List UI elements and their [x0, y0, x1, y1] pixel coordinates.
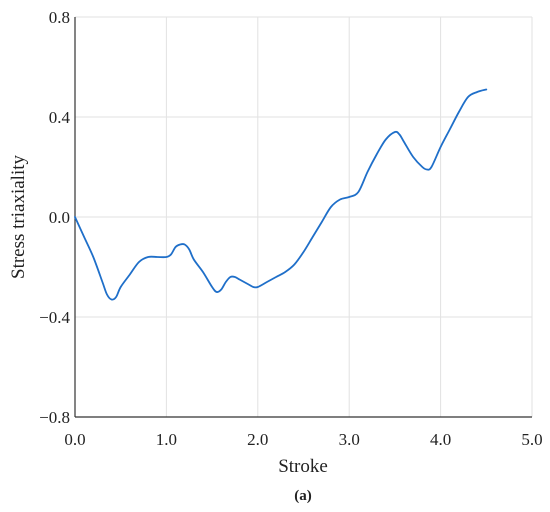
y-tick-label: −0.4 [39, 308, 70, 327]
y-tick-label: 0.4 [49, 108, 71, 127]
x-tick-label: 5.0 [521, 430, 542, 449]
y-tick-label: −0.8 [39, 408, 70, 427]
x-tick-label: 1.0 [156, 430, 177, 449]
x-tick-label: 0.0 [64, 430, 85, 449]
x-tick-label: 2.0 [247, 430, 268, 449]
y-tick-label: 0.0 [49, 208, 70, 227]
x-tick-labels: 0.0 1.0 2.0 3.0 4.0 5.0 [64, 430, 542, 449]
figure-caption: (a) [294, 488, 312, 504]
x-tick-label: 3.0 [339, 430, 360, 449]
grid [75, 16, 533, 417]
y-axis-title: Stress triaxiality [8, 154, 29, 279]
series-line [74, 88, 488, 301]
x-axis-title: Stroke [278, 456, 328, 477]
y-tick-labels: 0.8 0.4 0.0 −0.4 −0.8 [39, 8, 70, 427]
x-tick-label: 4.0 [430, 430, 451, 449]
y-tick-label: 0.8 [49, 8, 70, 27]
